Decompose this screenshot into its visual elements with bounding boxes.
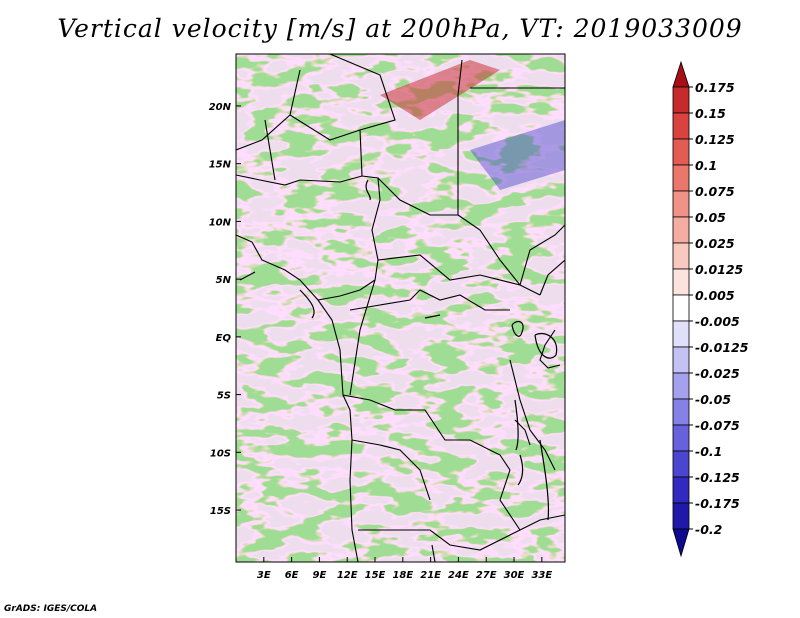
- colorbar-swatch: [672, 138, 690, 166]
- colorbar-label: -0.175: [695, 496, 740, 511]
- lake-albert: [511, 320, 524, 337]
- lake-chad: [365, 179, 371, 201]
- colorbar-swatch: [672, 112, 690, 140]
- colorbar-label: 0.025: [695, 236, 735, 251]
- colorbar-swatch: [672, 242, 690, 270]
- chart-title: Vertical velocity [m/s] at 200hPa, VT: 2…: [57, 14, 743, 43]
- lon-tick-label: 18E: [392, 570, 413, 581]
- velocity-field: [236, 54, 565, 562]
- colorbar-swatch: [672, 424, 690, 452]
- colorbar-swatch: [672, 346, 690, 374]
- lat-tick-label: EQ: [216, 333, 232, 344]
- longitude-axis: 3E 6E 9E 12E 15E 18E 21E 24E 27E 30E 33E: [257, 557, 552, 581]
- lon-tick-label: 9E: [313, 570, 327, 581]
- lat-tick-label: 10N: [209, 217, 232, 228]
- colorbar-label: 0.005: [695, 288, 735, 303]
- lon-tick-label: 6E: [285, 570, 299, 581]
- lon-tick-label: 33E: [531, 570, 552, 581]
- colorbar-swatch: [672, 164, 690, 192]
- colorbar-swatch: [672, 320, 690, 348]
- colorbar-swatch: [672, 476, 690, 504]
- colorbar-swatch: [672, 216, 690, 244]
- colorbar-swatch: [672, 190, 690, 218]
- colorbar-label: 0.125: [695, 132, 735, 147]
- lat-tick-label: 20N: [209, 102, 232, 113]
- lake-malawi: [539, 439, 550, 521]
- colorbar-label: -0.025: [695, 366, 740, 381]
- lon-tick-label: 21E: [420, 570, 441, 581]
- colorbar-swatch: [672, 86, 690, 114]
- lat-tick-label: 15N: [209, 160, 232, 171]
- northeast-negative-band: [470, 120, 565, 190]
- lon-tick-label: 15E: [365, 570, 386, 581]
- colorbar-label: -0.2: [695, 522, 722, 537]
- colorbar-swatch: [672, 502, 690, 530]
- lon-tick-label: 30E: [504, 570, 525, 581]
- grads-credit: GrADS: IGES/COLA: [4, 604, 98, 614]
- colorbar: 0.175 0.15 0.125 0.1 0.075 0.05 0.025 0.0125 0.0…: [672, 60, 749, 558]
- colorbar-label: 0.0125: [695, 262, 744, 277]
- colorbar-label: 0.175: [695, 80, 735, 95]
- colorbar-swatch: [672, 398, 690, 426]
- colorbar-label: -0.005: [695, 314, 740, 329]
- colorbar-label: 0.15: [695, 106, 726, 121]
- colorbar-label: -0.125: [695, 470, 740, 485]
- lat-tick-label: 5S: [217, 391, 231, 402]
- northeast-positive-band: [380, 60, 500, 120]
- colorbar-label: 0.1: [695, 158, 717, 173]
- field-texture: [236, 54, 565, 562]
- lon-tick-label: 24E: [448, 570, 469, 581]
- lake-victoria: [534, 333, 558, 359]
- colorbar-swatch: [672, 450, 690, 478]
- lat-tick-label: 5N: [216, 275, 232, 286]
- colorbar-swatch: [672, 60, 690, 88]
- colorbar-label: -0.0125: [695, 340, 749, 355]
- colorbar-swatch: [672, 268, 690, 296]
- colorbar-label: -0.05: [695, 392, 731, 407]
- colorbar-swatch: [672, 294, 690, 322]
- colorbar-swatch: [672, 372, 690, 400]
- gulf-coast: [299, 289, 315, 319]
- congo-river: [424, 314, 441, 319]
- colorbar-swatch: [672, 528, 690, 558]
- lakes-and-coast: [299, 179, 558, 521]
- lake-mweru: [517, 454, 524, 486]
- colorbar-label: -0.1: [695, 444, 722, 459]
- colorbar-label: 0.05: [695, 210, 726, 225]
- lon-tick-label: 12E: [337, 570, 358, 581]
- lon-tick-label: 3E: [257, 570, 271, 581]
- lat-tick-label: 10S: [210, 448, 231, 459]
- colorbar-label: -0.075: [695, 418, 740, 433]
- map-frame: [235, 53, 566, 563]
- colorbar-label: 0.075: [695, 184, 735, 199]
- latitude-axis: 20N 15N 10N 5N EQ 5S 10S 15S: [209, 102, 241, 517]
- lat-tick-label: 15S: [210, 506, 231, 517]
- country-borders: [236, 54, 565, 562]
- lake-tanganyika: [514, 399, 519, 451]
- lon-tick-label: 27E: [476, 570, 497, 581]
